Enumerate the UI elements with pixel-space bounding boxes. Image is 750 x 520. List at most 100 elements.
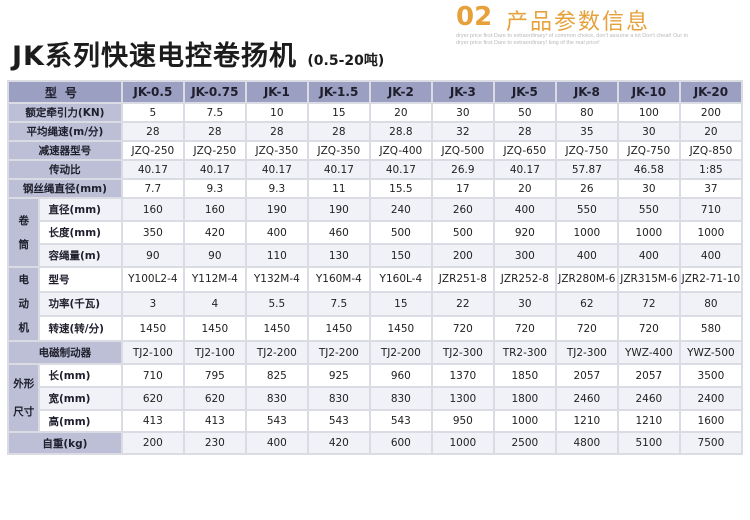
cell: 57.87 (556, 161, 617, 178)
cell: 1450 (308, 317, 369, 340)
cell: 925 (308, 365, 369, 386)
model-header: JK-8 (556, 82, 617, 102)
cell: 5 (122, 104, 183, 121)
cell: JZR2-71-10 (680, 268, 741, 291)
cell: 240 (370, 199, 431, 220)
cell: 28 (246, 123, 307, 140)
cell: JZQ-500 (432, 142, 493, 159)
cell: 30 (432, 104, 493, 121)
page-title: JK系列快速电控卷扬机 (0.5-20吨) (12, 34, 384, 73)
section-number: 02 (456, 2, 493, 32)
cell: 9.3 (184, 180, 245, 197)
cell: 28 (122, 123, 183, 140)
cell: 30 (494, 292, 555, 316)
cell: 400 (618, 245, 679, 266)
row-sublabel: 直径(mm) (40, 199, 121, 220)
cell: 400 (494, 199, 555, 220)
cell: 37 (680, 180, 741, 197)
table-row: 转速(转/分) 1450 1450 1450 1450 1450 720 720 720 720 5… (9, 317, 741, 340)
cell: 40.17 (308, 161, 369, 178)
cell: YWZ-500 (680, 342, 741, 363)
cell: 15 (370, 292, 431, 316)
model-header: JK-1 (246, 82, 307, 102)
cell: 1:85 (680, 161, 741, 178)
cell: 600 (370, 433, 431, 453)
cell: 72 (618, 292, 679, 316)
cell: 1450 (370, 317, 431, 340)
cell: JZQ-650 (494, 142, 555, 159)
cell: 2460 (618, 388, 679, 409)
cell: 1210 (556, 411, 617, 431)
row-sublabel: 容绳量(m) (40, 245, 121, 266)
cell: 190 (308, 199, 369, 220)
cell: 11 (308, 180, 369, 197)
cell: 1000 (432, 433, 493, 453)
cell: 400 (246, 222, 307, 243)
cell: 32 (432, 123, 493, 140)
cell: 1000 (618, 222, 679, 243)
row-label: 额定牵引力(KN) (9, 104, 121, 121)
cell: 500 (432, 222, 493, 243)
cell: 1370 (432, 365, 493, 386)
cell: 160 (122, 199, 183, 220)
cell: 720 (618, 317, 679, 340)
cell: 15.5 (370, 180, 431, 197)
group-label: 电动机 (9, 268, 39, 340)
cell: 5100 (618, 433, 679, 453)
cell: Y100L2-4 (122, 268, 183, 291)
section-title: 产品参数信息 (506, 10, 651, 35)
cell: 710 (122, 365, 183, 386)
table-row: 电动机型号 Y100L2-4 Y112M-4 Y132M-4 Y160M-4 Y160L-… (9, 268, 741, 340)
cell: 40.17 (370, 161, 431, 178)
cell: 620 (184, 388, 245, 409)
group-label: 卷筒 (9, 199, 39, 266)
cell: 7500 (680, 433, 741, 453)
cell: 543 (246, 411, 307, 431)
model-header: JK-10 (618, 82, 679, 102)
cell: 40.17 (122, 161, 183, 178)
row-sublabel: 高(mm) (40, 411, 121, 431)
cell: JZR315M-6 (618, 268, 679, 291)
row-label: 钢丝绳直径(mm) (9, 180, 121, 197)
model-header: JK-20 (680, 82, 741, 102)
cell: 1000 (680, 222, 741, 243)
cell: 80 (680, 292, 741, 316)
cell: 830 (308, 388, 369, 409)
row-sublabel: 功率(千瓦) (40, 292, 121, 316)
cell: 710 (680, 199, 741, 220)
cell: 26 (556, 180, 617, 197)
cell: 1850 (494, 365, 555, 386)
model-header: JK-5 (494, 82, 555, 102)
table-row: 电磁制动器 TJ2-100 TJ2-100 TJ2-200 TJ2-200 TJ2-200… (9, 342, 741, 363)
cell: 22 (432, 292, 493, 316)
cell: 500 (370, 222, 431, 243)
row-sublabel: 宽(mm) (40, 388, 121, 409)
cell: 90 (184, 245, 245, 266)
cell: 2400 (680, 388, 741, 409)
cell: 720 (494, 317, 555, 340)
table-row: 平均绳速(m/分) 28 28 28 28 28.8 32 28 35 30 20 (9, 123, 741, 140)
cell: 1000 (494, 411, 555, 431)
table-row: 功率(千瓦) 3 4 5.5 7.5 15 22 30 62 72 80 (9, 292, 741, 316)
cell: 30 (618, 180, 679, 197)
table-row: 自重(kg) 200 230 400 420 600 1000 2500 4800 5100 750… (9, 433, 741, 453)
cell: 17 (432, 180, 493, 197)
cell: 20 (370, 104, 431, 121)
cell: 35 (556, 123, 617, 140)
cell: 830 (246, 388, 307, 409)
cell: TJ2-200 (370, 342, 431, 363)
section-tagline: dryer price first Dare to extraordinary!… (456, 33, 688, 46)
model-header: JK-0.5 (122, 82, 183, 102)
cell: 580 (680, 317, 741, 340)
cell: 260 (432, 199, 493, 220)
cell: 7.5 (308, 292, 369, 316)
cell: Y160L-4 (370, 268, 431, 291)
cell: TJ2-300 (432, 342, 493, 363)
cell: 230 (184, 433, 245, 453)
cell: TJ2-200 (246, 342, 307, 363)
row-label: 平均绳速(m/分) (9, 123, 121, 140)
table-row: 额定牵引力(KN) 5 7.5 10 15 20 30 50 80 100 200 (9, 104, 741, 121)
group-label-bottom: 尺寸 (13, 406, 35, 418)
cell: TJ2-300 (556, 342, 617, 363)
cell: 46.58 (618, 161, 679, 178)
